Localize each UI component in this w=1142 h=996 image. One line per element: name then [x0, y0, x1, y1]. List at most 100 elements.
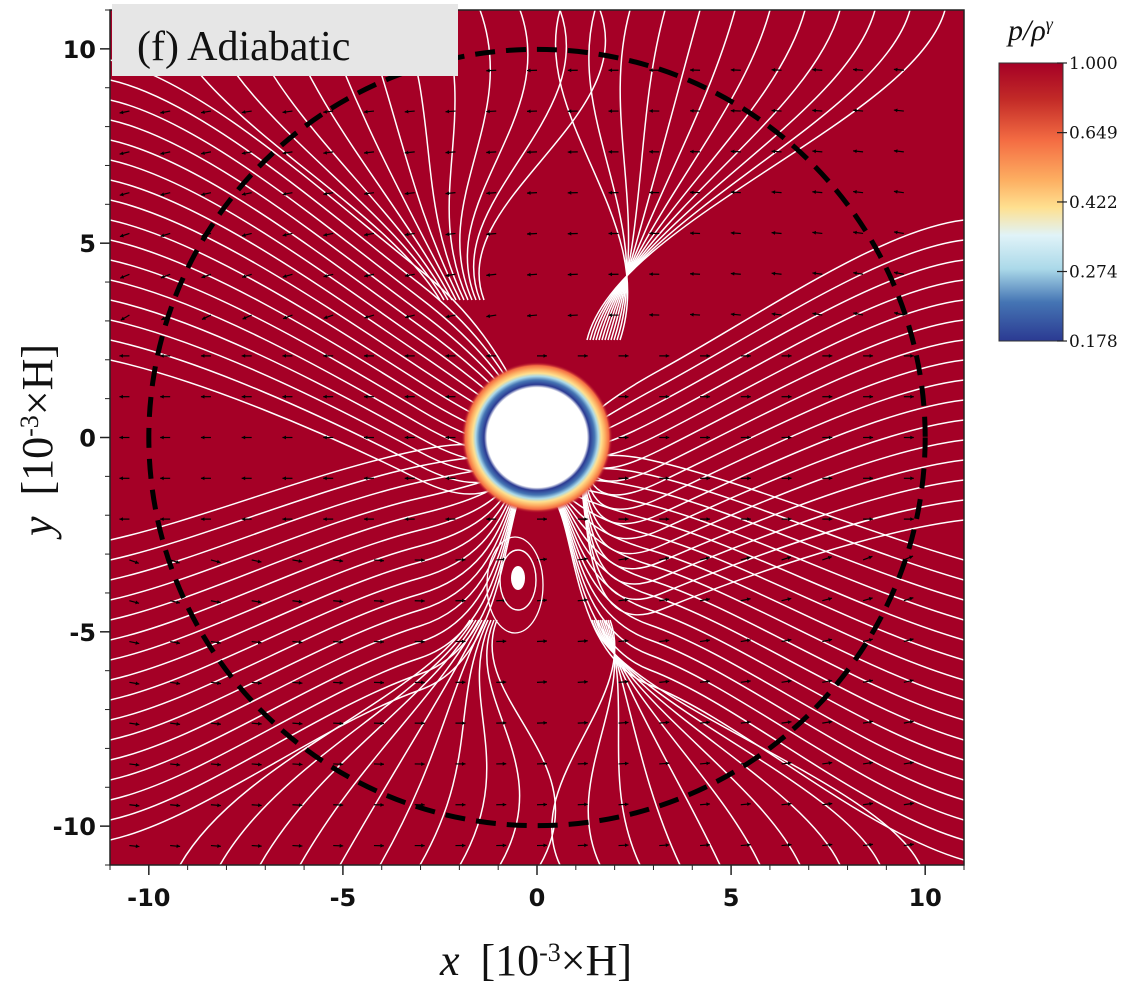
velocity-arrow-168 — [445, 517, 456, 522]
velocity-arrow-346 — [812, 230, 823, 235]
velocity-arrow-327 — [771, 190, 782, 195]
velocity-arrow-270 — [649, 68, 660, 73]
velocity-arrow-75 — [241, 232, 252, 237]
velocity-arrow-166 — [455, 598, 466, 603]
velocity-arrow-274 — [699, 720, 711, 725]
velocity-arrow-207 — [526, 313, 538, 318]
velocity-arrow-185 — [496, 639, 507, 644]
velocity-arrow-245 — [608, 272, 619, 277]
velocity-arrow-138 — [363, 109, 375, 114]
velocity-arrow-266 — [649, 231, 660, 236]
velocity-arrow-208 — [526, 272, 538, 277]
velocity-arrow-145 — [414, 639, 425, 644]
streamline-89 — [219, 619, 474, 865]
velocity-arrow-201 — [536, 680, 548, 684]
streamline-62 — [539, 489, 964, 841]
velocity-arrow-176 — [445, 191, 456, 196]
velocity-arrow-380 — [903, 476, 914, 481]
velocity-arrow-174 — [445, 273, 456, 278]
streamline-80 — [607, 10, 701, 341]
velocity-arrow-28 — [160, 517, 171, 522]
velocity-arrow-236 — [618, 638, 629, 643]
velocity-arrow-177 — [445, 150, 456, 155]
streamline-92 — [339, 619, 483, 865]
velocity-arrow-90 — [282, 435, 293, 440]
velocity-arrow-312 — [781, 802, 792, 806]
velocity-arrow-180 — [496, 843, 507, 848]
velocity-arrow-362 — [863, 394, 874, 399]
velocity-arrow-333 — [822, 761, 833, 765]
velocity-arrow-387 — [893, 189, 904, 194]
velocity-arrow-110 — [323, 435, 334, 440]
velocity-arrow-260 — [659, 476, 670, 481]
velocity-arrow-361 — [863, 435, 874, 440]
velocity-arrow-81 — [292, 803, 303, 808]
velocity-arrow-338 — [822, 555, 832, 561]
velocity-arrow-375 — [903, 679, 914, 683]
velocity-arrow-37 — [160, 151, 171, 156]
velocity-arrow-319 — [781, 517, 792, 522]
velocity-arrow-150 — [404, 435, 415, 440]
colorbar-tick-label: 1.000 — [1069, 54, 1118, 74]
vortex-core — [486, 536, 544, 634]
velocity-arrow-16 — [119, 192, 130, 197]
velocity-arrow-132 — [363, 353, 374, 358]
velocity-arrow-246 — [608, 231, 619, 236]
velocity-arrow-134 — [364, 273, 375, 278]
streamline-59 — [539, 489, 964, 781]
streamline-78 — [613, 10, 631, 341]
velocity-arrow-194 — [486, 150, 497, 155]
velocity-arrow-254 — [659, 720, 670, 725]
velocity-arrow-105 — [333, 640, 344, 644]
velocity-arrow-157 — [404, 150, 415, 155]
velocity-arrow-263 — [659, 353, 670, 358]
colorbar-tick-label: 0.274 — [1069, 263, 1118, 283]
velocity-arrow-131 — [363, 394, 374, 399]
streamline-87 — [586, 10, 946, 341]
velocity-arrow-298 — [740, 556, 751, 561]
velocity-arrow-114 — [323, 273, 334, 278]
y-tick-label: -5 — [69, 619, 96, 647]
velocity-arrow-198 — [536, 802, 548, 807]
y-tick-label: 5 — [79, 230, 96, 258]
velocity-arrow-381 — [903, 435, 914, 440]
velocity-arrow-297 — [740, 597, 751, 602]
velocity-arrow-344 — [812, 312, 823, 316]
velocity-arrow-51 — [200, 394, 211, 399]
velocity-arrow-160 — [455, 843, 466, 848]
velocity-arrow-229 — [567, 109, 578, 114]
velocity-arrow-76 — [241, 192, 252, 196]
velocity-arrow-349 — [812, 108, 823, 113]
velocity-arrow-237 — [618, 598, 629, 602]
velocity-arrow-377 — [903, 596, 914, 602]
velocity-arrow-273 — [699, 761, 711, 766]
velocity-arrow-41 — [210, 803, 221, 808]
velocity-arrow-178 — [445, 109, 456, 114]
velocity-arrow-0 — [129, 844, 140, 849]
velocity-arrow-235 — [618, 679, 629, 684]
velocity-arrow-195 — [486, 109, 497, 114]
velocity-arrow-308 — [730, 149, 741, 154]
velocity-arrow-216 — [577, 761, 588, 766]
velocity-arrow-17 — [119, 151, 130, 156]
velocity-arrow-74 — [241, 273, 252, 279]
velocity-arrow-77 — [241, 151, 252, 155]
velocity-arrow-294 — [740, 720, 751, 725]
velocity-arrow-258 — [659, 556, 670, 561]
velocity-arrow-219 — [577, 639, 588, 643]
velocity-arrow-348 — [812, 149, 823, 154]
velocity-arrow-192 — [486, 232, 497, 236]
velocity-arrow-56 — [201, 192, 212, 196]
velocity-arrow-13 — [120, 314, 130, 321]
velocity-arrow-300 — [740, 476, 751, 481]
velocity-arrow-106 — [333, 599, 344, 604]
y-tick-label: 10 — [63, 36, 96, 64]
velocity-arrow-25 — [170, 640, 181, 645]
velocity-arrow-48 — [200, 517, 211, 522]
velocity-arrow-306 — [730, 231, 741, 235]
velocity-arrow-104 — [333, 680, 344, 685]
velocity-arrow-238 — [618, 557, 629, 561]
velocity-arrow-303 — [740, 353, 751, 358]
velocity-arrow-340 — [822, 476, 833, 481]
